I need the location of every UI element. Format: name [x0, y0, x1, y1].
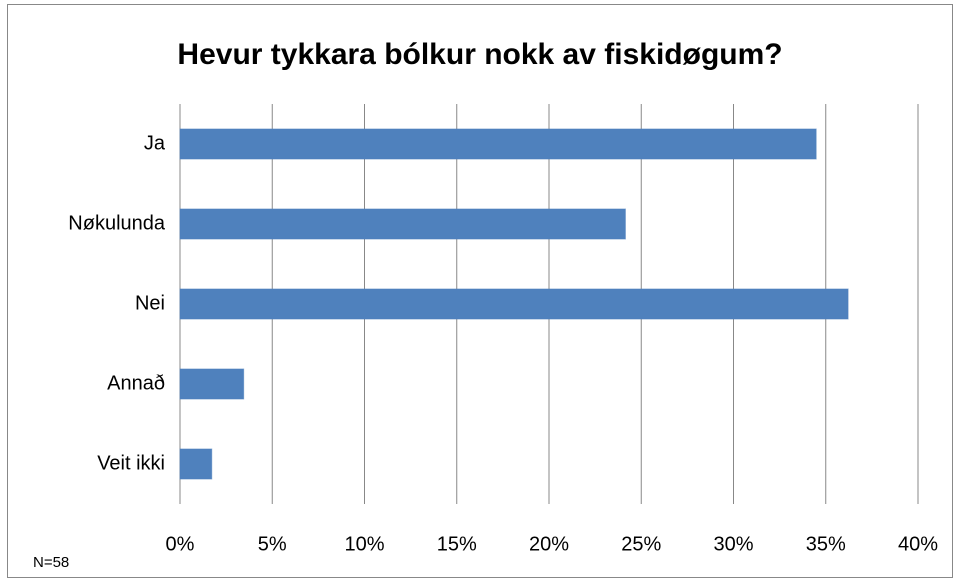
x-tick-label: 20% — [529, 533, 569, 555]
bar — [179, 368, 245, 400]
x-tick-label: 0% — [166, 533, 195, 555]
bar — [179, 288, 849, 320]
y-tick-label: Ja — [144, 132, 166, 154]
y-tick-label: Nøkulunda — [68, 212, 166, 234]
y-tick-label: Veit ikki — [97, 452, 165, 474]
note: N=58 — [33, 554, 69, 571]
y-tick-label: Annað — [107, 372, 165, 394]
x-tick-label: 35% — [806, 533, 846, 555]
x-tick-label: 40% — [898, 533, 938, 555]
y-tick-label: Nei — [135, 292, 165, 314]
bar — [179, 448, 213, 480]
x-tick-label: 10% — [344, 533, 384, 555]
x-tick-label: 25% — [621, 533, 661, 555]
x-tick-label: 5% — [258, 533, 287, 555]
bar — [179, 128, 817, 160]
bar — [179, 208, 626, 240]
x-tick-label: 30% — [713, 533, 753, 555]
x-tick-label: 15% — [437, 533, 477, 555]
chart-title: Hevur tykkara bólkur nokk av fiskidøgum? — [177, 38, 782, 71]
